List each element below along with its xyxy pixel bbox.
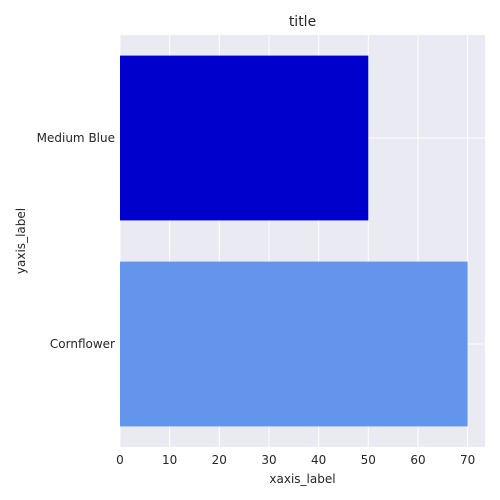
x-tick-labels: 0 10 20 30 40 50 60 70 — [116, 453, 475, 467]
x-tick-label: 10 — [162, 453, 177, 467]
y-axis-label: yaxis_label — [14, 208, 28, 274]
x-axis-label: xaxis_label — [269, 472, 335, 486]
y-tick-label: Medium Blue — [37, 131, 115, 145]
chart-title: title — [289, 14, 316, 30]
y-tick-labels: Medium Blue Cornflower — [37, 131, 115, 351]
y-tick-label: Cornflower — [50, 337, 115, 351]
bar-medium-blue — [120, 55, 369, 221]
x-tick-label: 60 — [410, 453, 425, 467]
bar-cornflower — [120, 261, 468, 427]
x-tick-label: 0 — [116, 453, 124, 467]
bars — [120, 55, 468, 427]
x-tick-label: 40 — [311, 453, 326, 467]
x-tick-label: 20 — [212, 453, 227, 467]
x-tick-label: 30 — [261, 453, 276, 467]
x-tick-label: 50 — [361, 453, 376, 467]
x-tick-label: 70 — [460, 453, 475, 467]
